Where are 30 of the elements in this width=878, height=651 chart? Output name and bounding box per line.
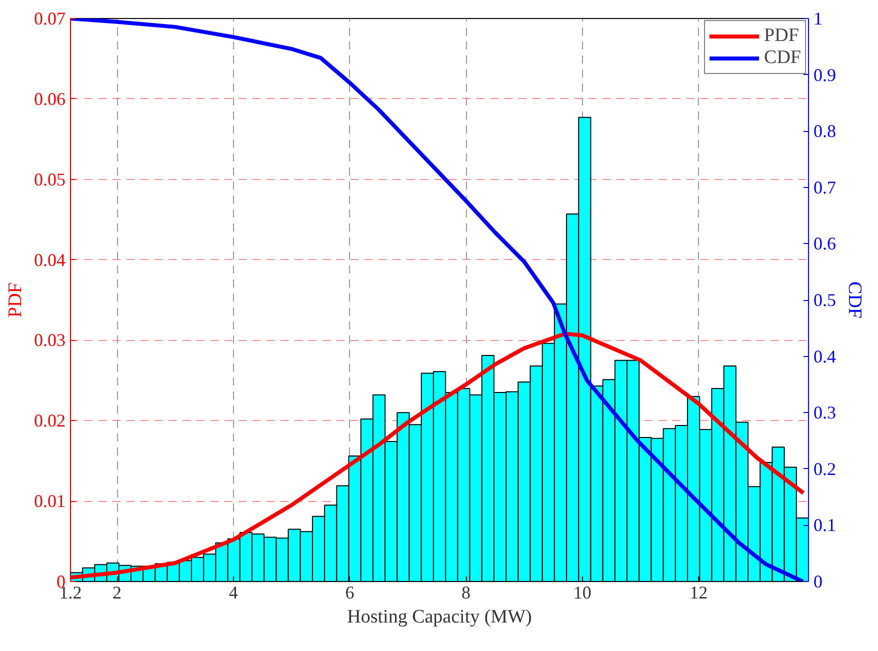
y2-tick-label: 0.3: [814, 402, 836, 423]
y-tick-label: 0.05: [34, 169, 66, 190]
x-tick-label: 4: [228, 582, 238, 602]
y-tick-label: 0.07: [34, 8, 66, 28]
x-tick-label: 2: [112, 582, 122, 602]
y-tick-label: 0.03: [34, 330, 66, 350]
x-tick-label: 8: [462, 582, 471, 602]
y2-tick-label: 0.9: [814, 64, 836, 85]
legend-label: CDF: [764, 47, 801, 69]
x-tick-label: 10: [573, 582, 592, 602]
y2-tick-label: 0.7: [814, 177, 836, 198]
y2-tick-label: 0.8: [814, 121, 836, 142]
y-tick-label: 0.06: [34, 88, 66, 109]
y2-tick-label: 0.1: [814, 515, 836, 536]
y-tick-label: 0.01: [34, 491, 66, 512]
y2-tick-label: 0.4: [814, 346, 836, 366]
x-axis-title: Hosting Capacity (MW): [347, 606, 532, 628]
legend-label: PDF: [764, 25, 799, 47]
y-tick-label: 0.02: [34, 410, 66, 431]
x-tick-label: 6: [345, 582, 354, 602]
y2-tick-label: 0.6: [814, 234, 836, 254]
y-axis-title: PDF: [5, 282, 26, 318]
y2-tick-label: 0.5: [814, 290, 836, 310]
y-tick-label: 0.04: [34, 250, 66, 270]
line-series: [70, 18, 805, 582]
y2-tick-label: 0: [814, 572, 822, 592]
y2-tick-label: 0.2: [814, 458, 836, 479]
y2-tick-label: 1: [814, 8, 822, 28]
y2-axis-title: CDF: [844, 282, 865, 318]
x-tick-label: 12: [690, 582, 708, 602]
